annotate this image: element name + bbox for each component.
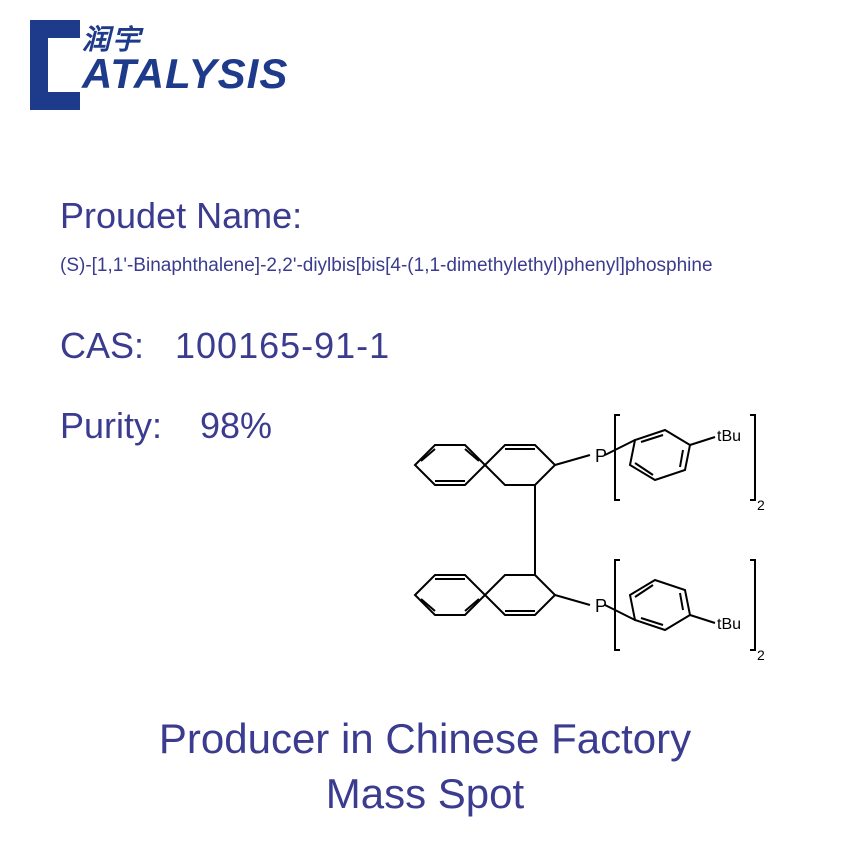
logo-c-shape xyxy=(30,20,80,110)
subscript-upper: 2 xyxy=(757,497,765,513)
logo-english-text: ATALYSIS xyxy=(82,50,288,98)
product-name-label: Proudet Name: xyxy=(60,195,302,237)
footer-line-2: Mass Spot xyxy=(0,770,850,818)
company-logo: 润宇 ATALYSIS xyxy=(30,20,288,110)
purity-value: 98% xyxy=(200,405,272,447)
product-card: 润宇 ATALYSIS Proudet Name: (S)-[1,1'-Bina… xyxy=(0,0,850,850)
product-name-value: (S)-[1,1'-Binaphthalene]-2,2'-diylbis[bi… xyxy=(60,255,790,277)
footer-line-1: Producer in Chinese Factory xyxy=(0,715,850,763)
tbu-label-lower: tBu xyxy=(717,616,741,633)
chemical-structure: P P tBu tBu 2 2 xyxy=(395,405,815,695)
purity-label: Purity: xyxy=(60,405,162,447)
subscript-lower: 2 xyxy=(757,647,765,663)
cas-value: 100165-91-1 xyxy=(175,325,390,367)
cas-label: CAS: xyxy=(60,325,144,367)
tbu-label-upper: tBu xyxy=(717,428,741,445)
logo-text-group: 润宇 ATALYSIS xyxy=(82,20,288,98)
phosphorus-label-lower: P xyxy=(595,596,607,616)
phosphorus-label-upper: P xyxy=(595,446,607,466)
